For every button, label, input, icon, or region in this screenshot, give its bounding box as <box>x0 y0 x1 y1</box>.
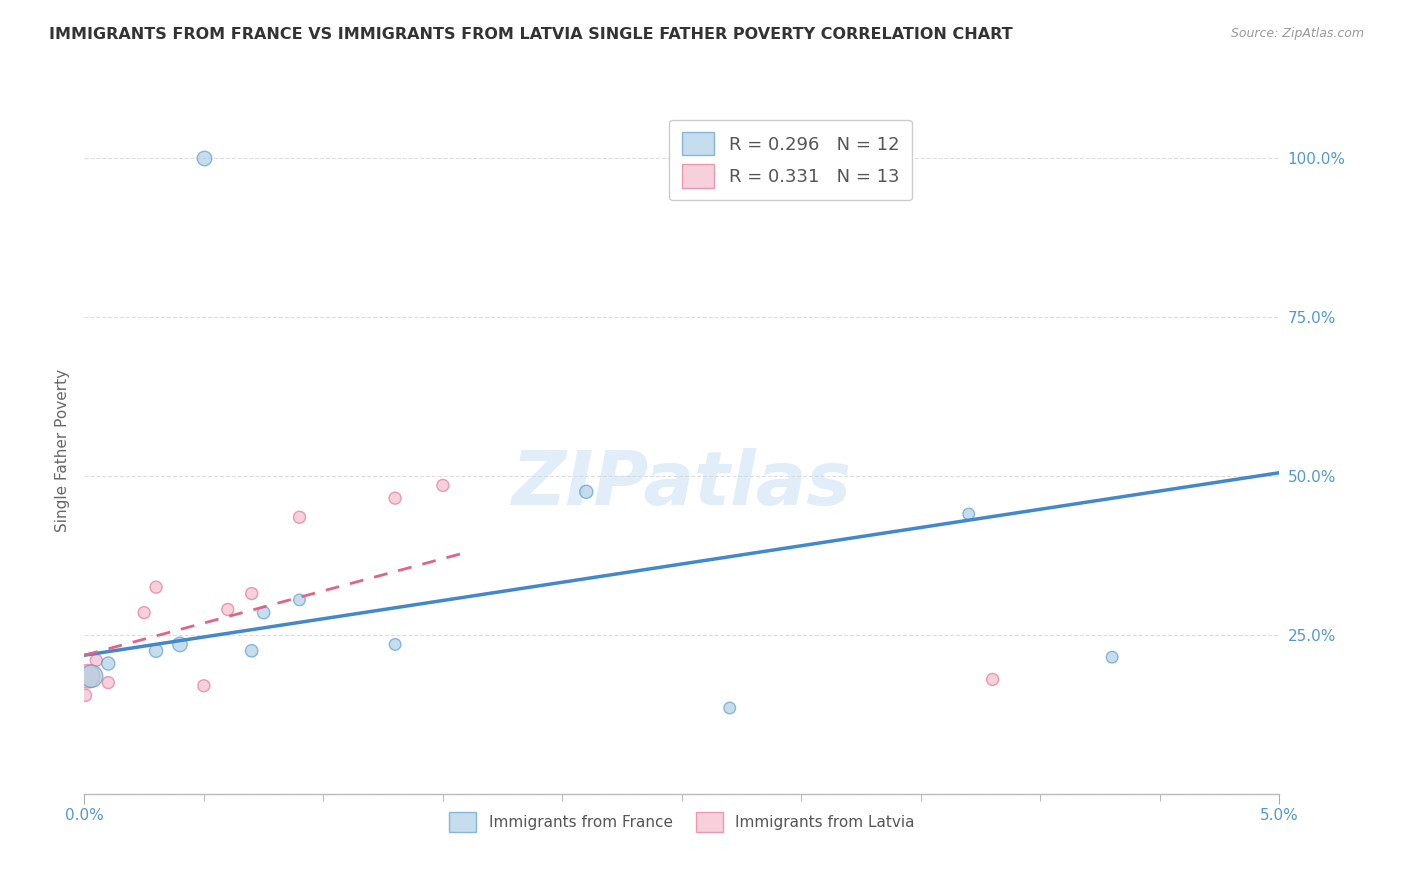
Point <box>288 510 311 524</box>
Point <box>575 484 598 499</box>
Point <box>384 491 406 505</box>
Point <box>169 637 191 651</box>
Text: ZIPatlas: ZIPatlas <box>512 449 852 521</box>
Point <box>132 606 156 620</box>
Point <box>97 675 120 690</box>
Point <box>75 688 97 702</box>
Point <box>193 151 215 165</box>
Point <box>77 669 100 683</box>
Point <box>86 653 108 667</box>
Point <box>253 606 276 620</box>
Point <box>145 644 167 658</box>
Point <box>80 669 103 683</box>
Point <box>145 580 167 594</box>
Point <box>1101 650 1123 665</box>
Point <box>240 586 263 600</box>
Point <box>240 644 263 658</box>
Text: IMMIGRANTS FROM FRANCE VS IMMIGRANTS FROM LATVIA SINGLE FATHER POVERTY CORRELATI: IMMIGRANTS FROM FRANCE VS IMMIGRANTS FRO… <box>49 27 1012 42</box>
Point <box>432 478 454 492</box>
Point <box>957 507 980 521</box>
Point <box>193 679 215 693</box>
Legend: Immigrants from France, Immigrants from Latvia: Immigrants from France, Immigrants from … <box>443 805 921 838</box>
Point <box>97 657 120 671</box>
Point <box>718 701 741 715</box>
Point <box>384 637 406 651</box>
Point <box>981 673 1004 687</box>
Y-axis label: Single Father Poverty: Single Father Poverty <box>55 369 70 532</box>
Point <box>288 593 311 607</box>
Point <box>217 602 239 616</box>
Text: Source: ZipAtlas.com: Source: ZipAtlas.com <box>1230 27 1364 40</box>
